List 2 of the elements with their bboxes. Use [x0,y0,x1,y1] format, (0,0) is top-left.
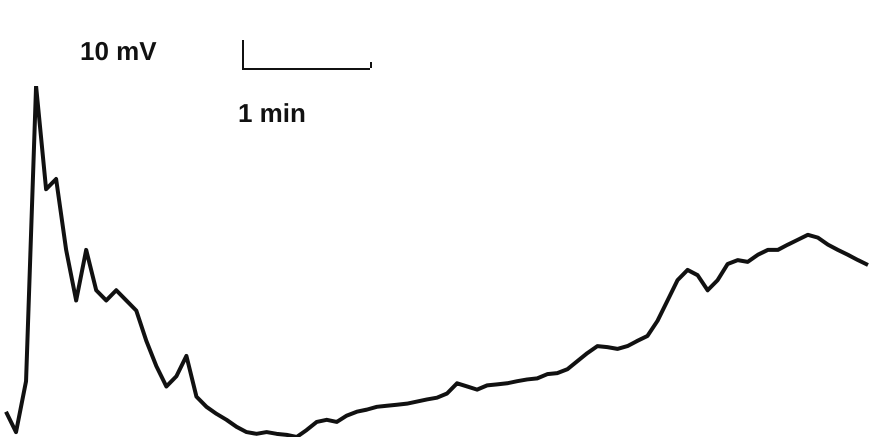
annotation: 1 min [238,98,306,129]
text: 10 mV [80,36,157,67]
